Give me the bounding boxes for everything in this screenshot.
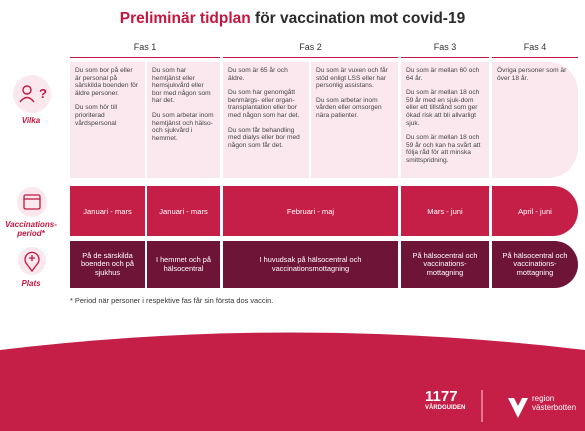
period-cell: Januari - mars xyxy=(70,186,145,236)
plats-cell: På hälsocentral och vaccinations-mottagn… xyxy=(401,241,489,288)
footnote: * Period när personer i respektive fas f… xyxy=(70,296,274,305)
logo-vardguiden: VÅRDGUIDEN xyxy=(425,405,466,411)
row-label: Plats xyxy=(21,279,41,288)
vilka-text: Du som hör till prioriterad vårdspersona… xyxy=(75,104,118,127)
vilka-text: Du som har hemtjänst eller hemsjukvård e… xyxy=(152,67,211,105)
icon-calendar xyxy=(17,187,47,217)
logo-region: västerbotten xyxy=(532,403,577,412)
vilka-cell: Du som är vuxen och får stöd enligt LSS … xyxy=(311,62,398,178)
plats-cell: I hemmet och på hälsocentral xyxy=(147,241,220,288)
plats-cell: I huvudsak på hälsocentral och vaccinati… xyxy=(223,241,398,288)
logo-region: region xyxy=(532,394,555,403)
vilka-text: Du som arbetar inom hemtjänst och hälso-… xyxy=(152,111,214,142)
icon-location xyxy=(18,247,46,275)
vilka-cell: Du som har hemtjänst eller hemsjukvård e… xyxy=(147,62,220,178)
vilka-cell: Övriga personer som är över 18 år. xyxy=(492,62,578,178)
plats-cell: På hälsocentral och vaccinations-mottagn… xyxy=(492,241,578,288)
vilka-text: Du som får behandling med dialys eller b… xyxy=(228,126,300,149)
vilka-text: Övriga personer som är över 18 år. xyxy=(497,67,567,82)
phase-header: Fas 2 xyxy=(223,42,398,58)
vilka-cell: Du som är 65 år och äldre. Du som har gen… xyxy=(223,62,309,178)
title: Preliminär tidplan för vaccination mot c… xyxy=(0,10,585,28)
period-cell: April - juni xyxy=(492,186,578,236)
title-rest: för vaccination mot covid-19 xyxy=(255,10,466,27)
vilka-text: Du som bor på eller är personal på särsk… xyxy=(75,67,139,97)
vilka-cell: Du som är mellan 60 och 64 år. Du som är … xyxy=(401,62,489,178)
vilka-text: Du som är mellan 60 och 64 år. xyxy=(406,67,480,82)
period-cell: Mars - juni xyxy=(401,186,489,236)
vilka-text: Du som har genomgått benmärgs- eller org… xyxy=(228,89,300,119)
row-label: Vilka xyxy=(21,116,41,125)
row-label: Vaccinations-period* xyxy=(5,220,57,238)
logo-1177: 1177 xyxy=(425,388,458,405)
title-highlight: Preliminär tidplan xyxy=(119,10,251,27)
vilka-text: Du som är mellan 18 och 59 år med en sju… xyxy=(406,89,480,127)
plats-cell: På de särskilda boenden och på sjukhus xyxy=(70,241,145,288)
period-cell: Februari - maj xyxy=(223,186,398,236)
icon-who: ? xyxy=(13,75,51,113)
phase-header: Fas 4 xyxy=(492,42,578,58)
phase-header: Fas 3 xyxy=(401,42,489,58)
vilka-text: Du som är mellan 18 och 59 år och kan ha… xyxy=(406,134,481,164)
vilka-text: Du som är 65 år och äldre. xyxy=(228,67,288,82)
vilka-text: Du som är vuxen och får stöd enligt LSS … xyxy=(316,67,388,90)
bottom-wave xyxy=(0,332,585,431)
phase-header: Fas 1 xyxy=(70,42,220,58)
svg-text:?: ? xyxy=(39,86,47,101)
vilka-cell: Du som bor på eller är personal på särsk… xyxy=(70,62,145,178)
period-cell: Januari - mars xyxy=(147,186,220,236)
vilka-text: Du som arbetar inom vården eller omsorge… xyxy=(316,96,382,119)
